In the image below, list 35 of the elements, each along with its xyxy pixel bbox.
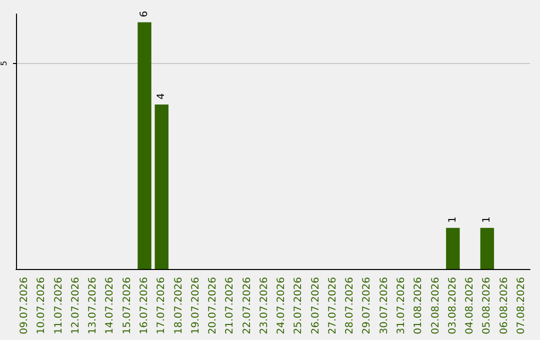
x-tick-label: 09.07.2026	[19, 277, 30, 334]
x-tick-label: 26.07.2026	[310, 277, 322, 334]
x-tick-label: 05.08.2026	[482, 277, 493, 334]
x-tick-label: 01.08.2026	[413, 277, 424, 334]
x-tick-label: 27.07.2026	[327, 277, 338, 334]
x-tick-label: 30.07.2026	[378, 277, 390, 334]
data-label: 1	[447, 216, 458, 223]
data-label: 6	[139, 10, 150, 18]
x-tick-label: 11.07.2026	[53, 277, 64, 334]
x-tick-label: 20.07.2026	[208, 277, 219, 334]
x-tick-label: 16.07.2026	[139, 277, 150, 334]
x-tick-label: 12.07.2026	[70, 277, 82, 334]
x-tick-label: 06.08.2026	[498, 277, 510, 334]
x-tick-label: 25.07.2026	[293, 277, 304, 334]
x-tick-label: 02.08.2026	[430, 277, 442, 334]
x-tick-label: 04.08.2026	[464, 277, 476, 334]
x-tick-label: 19.07.2026	[190, 277, 202, 334]
x-tick-label: 18.07.2026	[173, 277, 184, 334]
x-tick-label: 17.07.2026	[156, 277, 168, 334]
x-tick-label: 28.07.2026	[344, 277, 356, 334]
data-label: 4	[156, 93, 168, 100]
y-tick-label: 5	[0, 60, 8, 66]
x-tick-label: 29.07.2026	[362, 277, 373, 334]
x-tick-label: 03.08.2026	[447, 277, 458, 334]
x-tick-label: 13.07.2026	[88, 277, 99, 334]
x-tick-label: 22.07.2026	[242, 277, 253, 334]
x-tick-label: 14.07.2026	[104, 277, 116, 334]
x-tick-label: 24.07.2026	[276, 277, 288, 334]
x-tick-label: 31.07.2026	[396, 277, 407, 334]
x-tick-label: 10.07.2026	[36, 277, 48, 334]
x-tick-label: 23.07.2026	[258, 277, 270, 334]
x-tick-label: 21.07.2026	[224, 277, 236, 334]
x-tick-label: 07.08.2026	[516, 277, 527, 334]
x-tick-label: 15.07.2026	[122, 277, 133, 334]
data-label: 1	[482, 216, 493, 223]
